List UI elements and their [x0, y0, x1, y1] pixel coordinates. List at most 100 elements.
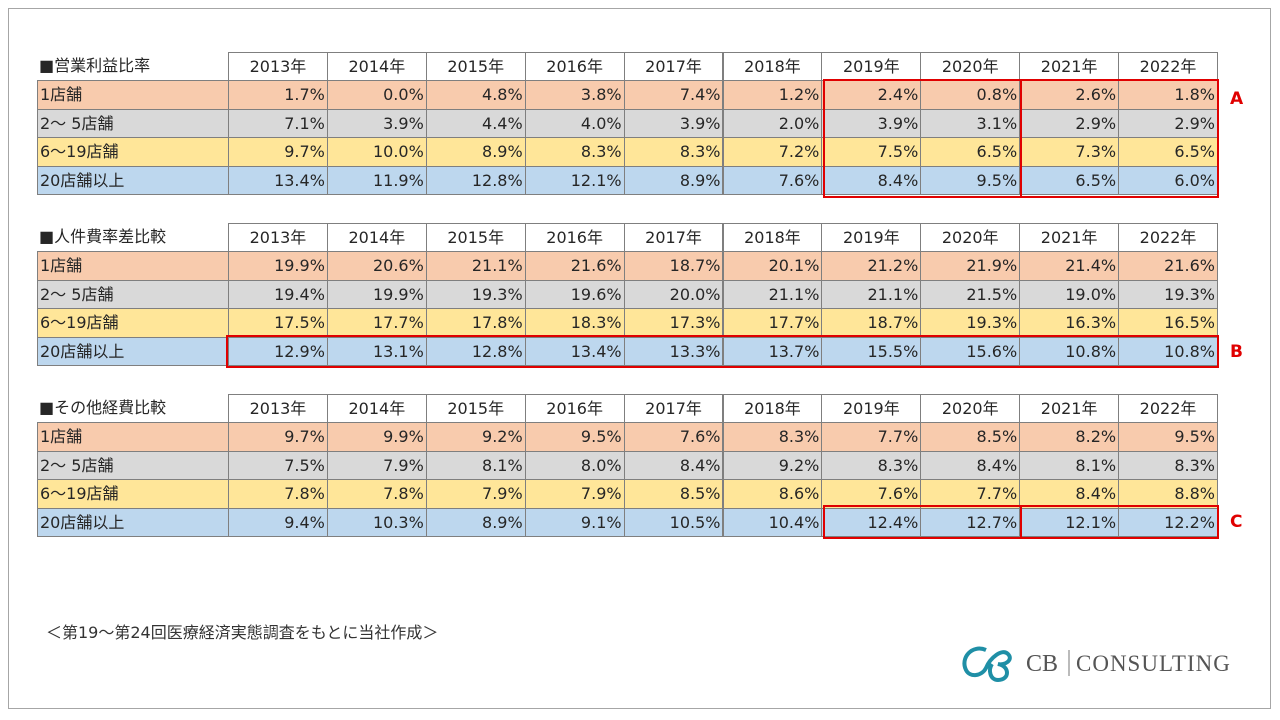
value-cell: 8.4% — [623, 450, 724, 481]
value-cell: 11.9% — [326, 165, 427, 195]
value-cell: 10.4% — [722, 507, 823, 537]
value-cell: 19.4% — [228, 279, 328, 310]
value-cell: 8.9% — [425, 507, 526, 537]
column-header: 2015年 — [425, 223, 526, 253]
column-header: 2021年 — [1019, 223, 1120, 253]
value-cell: 10.3% — [326, 507, 427, 537]
logo-icon — [962, 646, 1012, 683]
value-cell: 8.1% — [425, 450, 526, 481]
value-cell: 7.8% — [228, 479, 328, 509]
slide-frame — [8, 8, 1271, 709]
column-header: 2018年 — [722, 394, 823, 424]
value-cell: 19.9% — [228, 251, 328, 281]
value-cell: 21.9% — [920, 251, 1021, 281]
column-header: 2014年 — [326, 394, 427, 424]
highlight-box — [226, 335, 1219, 368]
value-cell: 7.8% — [326, 479, 427, 509]
value-cell: 12.8% — [425, 336, 526, 366]
value-cell: 9.7% — [228, 422, 328, 452]
value-cell: 13.1% — [326, 336, 427, 366]
value-cell: 19.6% — [524, 279, 625, 310]
column-header: 2016年 — [524, 394, 625, 424]
value-cell: 13.4% — [228, 165, 328, 195]
value-cell: 17.5% — [228, 308, 328, 338]
value-cell: 7.7% — [821, 422, 922, 452]
value-cell: 1.7% — [228, 80, 328, 110]
value-cell: 7.2% — [722, 137, 823, 167]
column-header: 2013年 — [228, 223, 328, 253]
row-label: 20店舗以上 — [37, 507, 229, 537]
value-cell: 7.9% — [524, 479, 625, 509]
value-cell: 9.1% — [524, 507, 625, 537]
footnote: ＜第19～第24回医療経済実態調査をもとに当社作成＞ — [46, 623, 439, 642]
highlight-box — [1020, 79, 1219, 198]
row-label: 2～ 5店舗 — [37, 450, 229, 481]
value-cell: 4.4% — [425, 108, 526, 139]
value-cell: 9.2% — [722, 450, 823, 481]
value-cell: 21.1% — [425, 251, 526, 281]
value-cell: 7.6% — [722, 165, 823, 195]
table-title: ■営業利益比率 — [37, 52, 229, 82]
value-cell: 19.3% — [1118, 279, 1218, 310]
value-cell: 8.3% — [524, 137, 625, 167]
value-cell: 10.8% — [1019, 336, 1120, 366]
value-cell: 8.0% — [524, 450, 625, 481]
annotation: C — [1230, 512, 1243, 532]
value-cell: 12.7% — [920, 507, 1021, 537]
value-cell: 8.6% — [722, 479, 823, 509]
value-cell: 12.8% — [425, 165, 526, 195]
value-cell: 19.3% — [425, 279, 526, 310]
annotation: B — [1230, 342, 1243, 362]
value-cell: 7.9% — [326, 450, 427, 481]
value-cell: 10.0% — [326, 137, 427, 167]
row-label: 1店舗 — [37, 422, 229, 452]
value-cell: 3.9% — [821, 108, 922, 139]
value-cell: 13.7% — [722, 336, 823, 366]
value-cell: 20.6% — [326, 251, 427, 281]
value-cell: 10.8% — [1118, 336, 1218, 366]
logo-mark: CB — [1026, 651, 1058, 677]
column-header: 2019年 — [821, 52, 922, 82]
value-cell: 21.2% — [821, 251, 922, 281]
value-cell: 13.4% — [524, 336, 625, 366]
row-label: 6～19店舗 — [37, 137, 229, 167]
column-header: 2022年 — [1118, 52, 1218, 82]
value-cell: 2.9% — [1019, 108, 1120, 139]
value-cell: 7.7% — [920, 479, 1021, 509]
column-header: 2020年 — [920, 52, 1021, 82]
value-cell: 20.0% — [623, 279, 724, 310]
value-cell: 8.3% — [821, 450, 922, 481]
column-header: 2014年 — [326, 223, 427, 253]
value-cell: 8.9% — [623, 165, 724, 195]
value-cell: 15.5% — [821, 336, 922, 366]
value-cell: 7.4% — [623, 80, 724, 110]
value-cell: 7.5% — [228, 450, 328, 481]
value-cell: 8.5% — [623, 479, 724, 509]
value-cell: 0.8% — [920, 80, 1021, 110]
table-title: ■その他経費比較 — [37, 394, 229, 424]
value-cell: 9.5% — [524, 422, 625, 452]
highlight-box — [823, 505, 1022, 539]
value-cell: 4.8% — [425, 80, 526, 110]
column-header: 2017年 — [623, 223, 724, 253]
value-cell: 3.1% — [920, 108, 1021, 139]
value-cell: 13.3% — [623, 336, 724, 366]
column-header: 2021年 — [1019, 394, 1120, 424]
value-cell: 17.7% — [326, 308, 427, 338]
value-cell: 19.0% — [1019, 279, 1120, 310]
value-cell: 0.0% — [326, 80, 427, 110]
value-cell: 18.3% — [524, 308, 625, 338]
annotation: A — [1230, 89, 1244, 109]
value-cell: 17.8% — [425, 308, 526, 338]
value-cell: 19.9% — [326, 279, 427, 310]
column-header: 2014年 — [326, 52, 427, 82]
value-cell: 8.3% — [722, 422, 823, 452]
value-cell: 16.5% — [1118, 308, 1218, 338]
value-cell: 9.4% — [228, 507, 328, 537]
column-header: 2020年 — [920, 394, 1021, 424]
value-cell: 12.1% — [1019, 507, 1120, 537]
value-cell: 8.4% — [920, 450, 1021, 481]
column-header: 2022年 — [1118, 394, 1218, 424]
column-header: 2013年 — [228, 52, 328, 82]
